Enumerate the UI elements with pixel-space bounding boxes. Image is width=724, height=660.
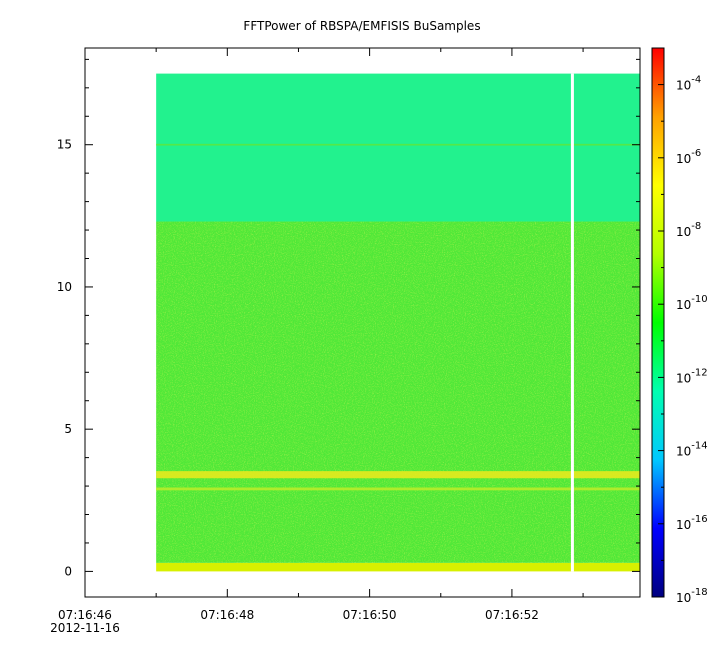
y-tick-label: 0: [64, 564, 72, 578]
colorbar-tick-label: 10-4: [676, 75, 701, 93]
colorbar: 10-4 10-6 10-8 10-10 10-12 10-14 10-16 10-18: [651, 47, 708, 605]
spectral-region-0: [156, 562, 640, 572]
colorbar-ticks: 10-4 10-6 10-8 10-10 10-12 10-14 10-16 10-18: [658, 47, 708, 605]
x-tick-label: 07:16:50: [343, 608, 397, 622]
chart-title: FFTPower of RBSPA/EMFISIS BuSamples: [243, 19, 480, 33]
x-tick-label: 07:16:52: [485, 608, 539, 622]
colorbar-tick-label: 10-18: [676, 587, 708, 605]
plot-frame: [84, 47, 641, 598]
x-date-label: 2012-11-16: [50, 621, 120, 635]
colorbar-tick-label: 10-10: [676, 294, 708, 312]
colorbar-tick-label: 10-12: [676, 367, 708, 385]
spectral-band-0: [156, 471, 640, 479]
y-tick-label: 5: [64, 422, 72, 436]
colorbar-tick-label: 10-8: [676, 221, 701, 239]
colorbar-tick-label: 10-6: [676, 148, 701, 166]
y-axis: 0 5 10 15: [57, 58, 640, 578]
spectral-region-2: [156, 73, 640, 222]
y-tick-label: 15: [57, 138, 72, 152]
colorbar-tick-label: 10-16: [676, 514, 708, 532]
x-tick-label: 07:16:46: [58, 608, 112, 622]
colorbar-tick-label: 10-14: [676, 441, 708, 459]
x-tick-label: 07:16:48: [200, 608, 254, 622]
noise-texture: [156, 221, 640, 563]
colorbar-scale: [651, 47, 665, 598]
y-tick-label: 10: [57, 280, 72, 294]
plot-area: [156, 73, 640, 572]
spectral-band-1: [156, 487, 640, 491]
data-gap: [570, 73, 574, 572]
spectral-band-2: [156, 143, 640, 146]
